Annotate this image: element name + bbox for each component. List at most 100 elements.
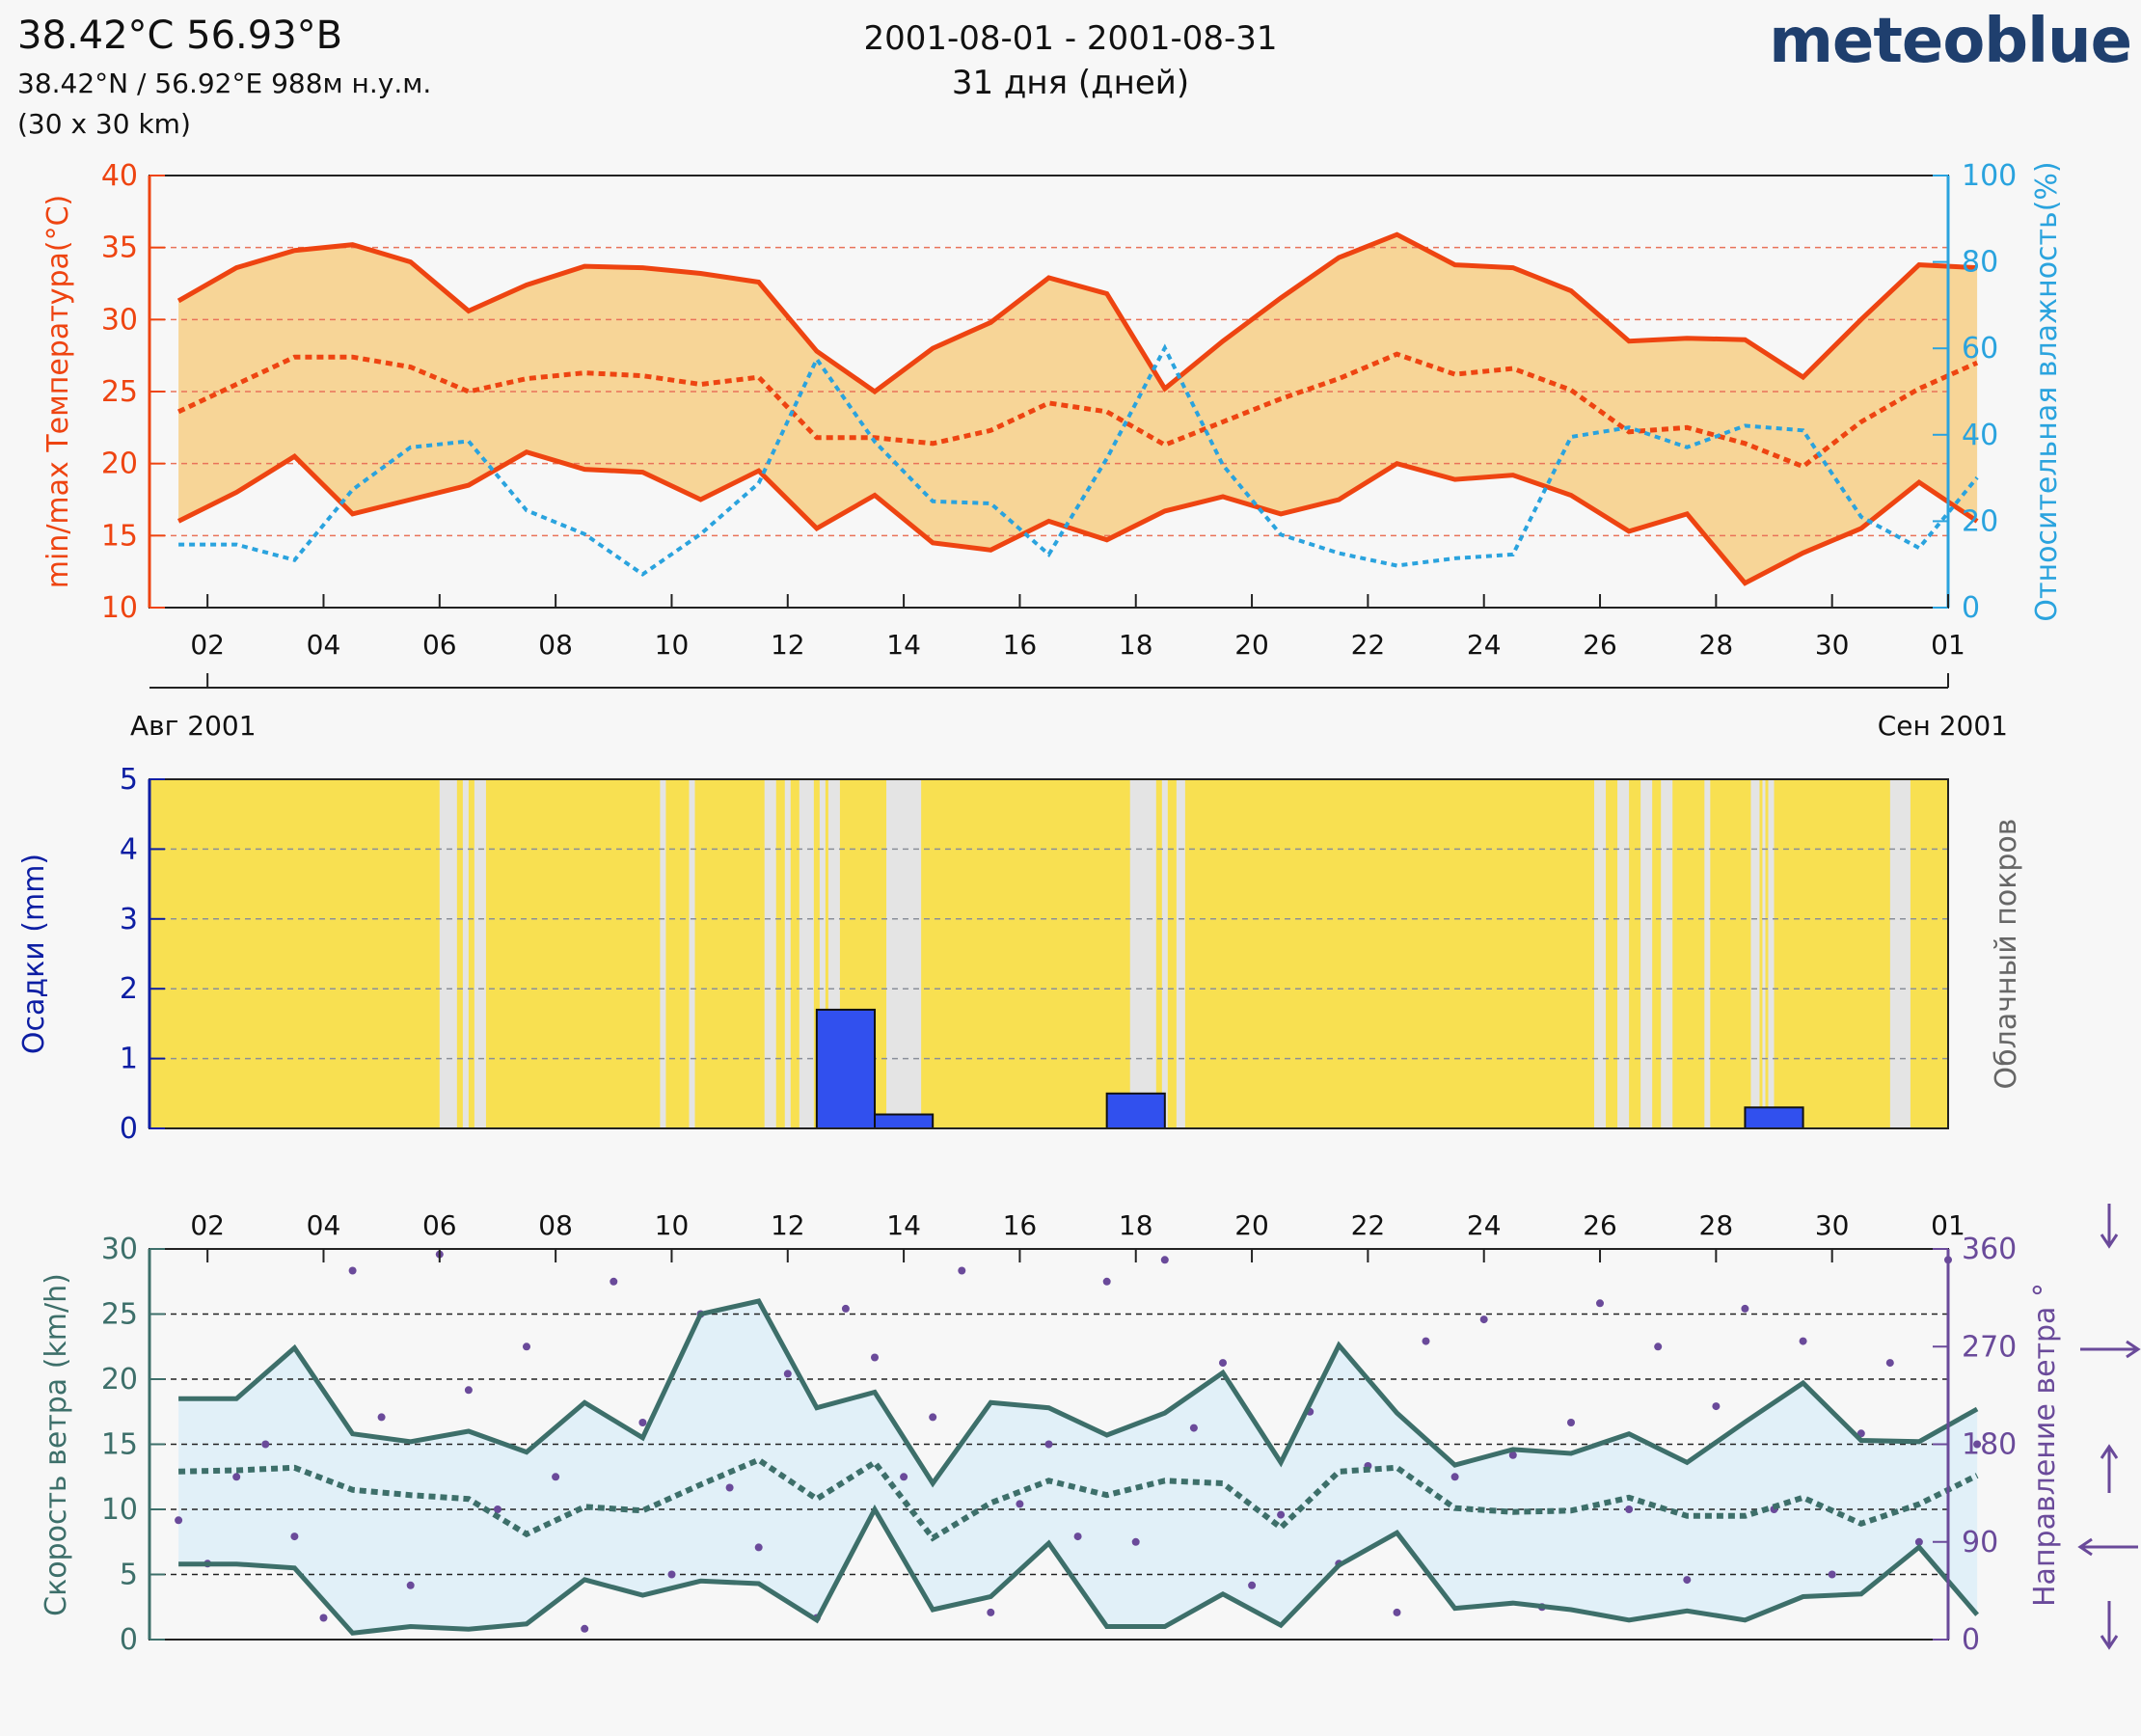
wind-speed-min-line [178, 1504, 1979, 1636]
wind-x-axis-label: 22 [1351, 1209, 1386, 1241]
wind-x-axis-label: 24 [1467, 1209, 1502, 1241]
wind-speed-axis-label: 0 [120, 1623, 138, 1657]
temperature-axis-label: 35 [101, 231, 138, 265]
temperature-x-axis-label: 30 [1815, 629, 1850, 661]
humidity-axis-label: 100 [1962, 159, 2017, 193]
wind-x-axis-label: 01 [1931, 1209, 1965, 1241]
cloud-cover-band [1768, 779, 1775, 1128]
precipitation-bar [874, 1113, 935, 1130]
wind-direction-point [1885, 1359, 1894, 1368]
wind-direction-point [1277, 1510, 1286, 1519]
wind-speed-axis-label: 20 [101, 1363, 138, 1397]
cloud-cover-band [784, 779, 791, 1128]
humidity-axis-label: 40 [1962, 419, 1998, 452]
precipitation-axis-label: 2 [120, 972, 138, 1006]
wind-x-axis-label: 30 [1815, 1209, 1850, 1241]
precipitation-axis-label: 0 [120, 1112, 138, 1146]
wind-direction-point [1131, 1537, 1140, 1546]
temperature-x-axis-label: 06 [422, 629, 457, 661]
wind-x-axis-label: 28 [1699, 1209, 1734, 1241]
cloud-cover-band [660, 779, 666, 1128]
wind-direction-axis-label: 0 [1962, 1623, 1980, 1657]
wind-direction-point [1189, 1424, 1198, 1432]
cloud-cover-band [1889, 779, 1911, 1128]
precipitation-bar [815, 1008, 877, 1130]
wind-arrow-west-icon [2077, 1537, 2138, 1557]
precipitation-bar [1105, 1092, 1166, 1130]
cloud-cover-axis-title: Облачный покров [1990, 819, 2023, 1090]
wind-speed-mean-line [178, 1456, 1979, 1542]
wind-speed-axis-label: 5 [120, 1559, 138, 1592]
wind-direction-point [1160, 1256, 1169, 1264]
sunshine-background [149, 779, 1948, 1128]
temperature-x-axis-label: 26 [1583, 629, 1617, 661]
location-title: 38.42°C 56.93°B [17, 14, 343, 58]
cloud-cover-band [1640, 779, 1653, 1128]
wind-direction-point [552, 1473, 560, 1481]
wind-arrow-north-icon [2100, 1204, 2119, 1249]
wind-direction-point [1828, 1570, 1836, 1579]
cloud-cover-band [1594, 779, 1607, 1128]
cloud-cover-band [1617, 779, 1630, 1128]
wind-x-axis-label: 06 [422, 1209, 457, 1241]
wind-direction-point [464, 1386, 473, 1395]
cloud-cover-band [1750, 779, 1760, 1128]
location-coordinates: 38.42°N / 56.92°E 988м н.у.м. [17, 68, 432, 99]
month-label-start: Авг 2001 [130, 710, 257, 742]
wind-arrow-south-icon [2100, 1444, 2119, 1493]
wind-x-axis-label: 12 [771, 1209, 805, 1241]
wind-speed-range-band [178, 1301, 1978, 1634]
wind-direction-point [232, 1473, 241, 1481]
cloud-cover-band [819, 779, 826, 1128]
wind-x-axis-label: 10 [655, 1209, 690, 1241]
wind-direction-point [1799, 1337, 1807, 1345]
wind-speed-axis-label: 10 [101, 1493, 138, 1527]
temperature-x-axis-label: 14 [886, 629, 921, 661]
wind-direction-point [1914, 1537, 1923, 1546]
precipitation-bar [1744, 1106, 1804, 1130]
temperature-axis-label: 40 [101, 159, 138, 193]
temperature-axis-label: 15 [101, 519, 138, 553]
cloud-cover-band [886, 779, 922, 1128]
day-count: 31 дня (дней) [951, 64, 1190, 102]
precipitation-axis-label: 5 [120, 763, 138, 797]
wind-direction-point [175, 1516, 183, 1525]
wind-x-axis-label: 26 [1583, 1209, 1617, 1241]
wind-direction-point [377, 1413, 386, 1422]
wind-direction-point [1741, 1304, 1749, 1313]
wind-direction-point [319, 1614, 328, 1622]
wind-x-axis-label: 20 [1234, 1209, 1269, 1241]
date-range: 2001-08-01 - 2001-08-31 [863, 19, 1278, 58]
wind-direction-point [987, 1608, 995, 1616]
cloud-cover-band [1661, 779, 1673, 1128]
temperature-axis-label: 25 [101, 375, 138, 409]
wind-direction-point [1422, 1337, 1430, 1345]
wind-speed-axis-label: 25 [101, 1298, 138, 1332]
wind-direction-axis-label: 90 [1962, 1526, 1998, 1560]
wind-direction-axis-label: 180 [1962, 1428, 2017, 1462]
wind-direction-point [290, 1533, 299, 1541]
wind-direction-point [348, 1266, 357, 1275]
wind-direction-point [261, 1440, 270, 1449]
cloud-cover-band [474, 779, 486, 1128]
wind-direction-point [494, 1505, 501, 1513]
wind-direction-point [783, 1370, 792, 1378]
cloud-cover-band [1129, 779, 1156, 1128]
wind-direction-point [1712, 1402, 1721, 1411]
wind-x-axis-label: 18 [1119, 1209, 1153, 1241]
wind-x-axis-label: 02 [190, 1209, 225, 1241]
wind-direction-point [1625, 1505, 1634, 1513]
cloud-cover-band [1176, 779, 1185, 1128]
temperature-x-axis-label: 28 [1699, 629, 1734, 661]
wind-direction-point [581, 1624, 589, 1633]
temperature-x-axis-label: 20 [1234, 629, 1269, 661]
cloud-cover-band [439, 779, 457, 1128]
wind-direction-point [1567, 1419, 1575, 1426]
humidity-axis-label: 60 [1962, 332, 1998, 366]
wind-direction-point [1044, 1440, 1053, 1449]
precipitation-axis-label: 3 [120, 903, 138, 936]
wind-direction-point [523, 1343, 530, 1351]
wind-arrow-east-icon [2080, 1340, 2141, 1359]
precipitation-axis-label: 1 [120, 1043, 138, 1076]
